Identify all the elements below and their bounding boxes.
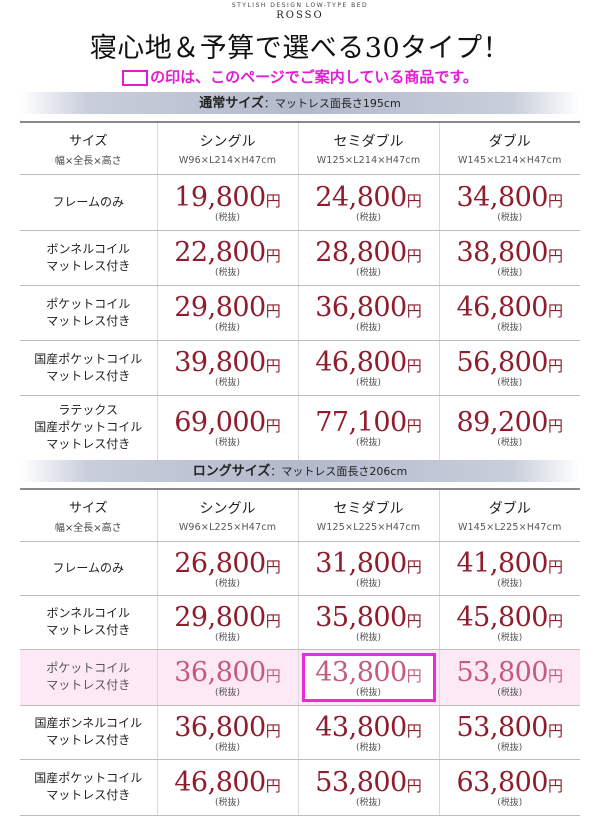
table-row: ボンネルコイル マットレス付き 22,800円 (税抜) 28,800円 (税抜) 3… (20, 230, 580, 286)
col-spec: W125×L225×H47cm (316, 521, 421, 533)
featured-marker (301, 652, 436, 702)
row-label: 国産ボンネルコイル マットレス付き (20, 705, 157, 760)
price-cell: 34,800円 (税抜) (438, 174, 580, 231)
price-cell: 36,800円 (税抜) (156, 705, 298, 760)
price-cell: 29,800円 (税抜) (156, 595, 298, 650)
size-label: サイズ (68, 133, 108, 149)
price-cell: 53,800円 (税抜) (297, 759, 439, 816)
section-band-long: ロングサイズ：マットレス面長さ206cm (20, 460, 580, 482)
brand-tagline: STYLISH DESIGN LOW-TYPE BED (231, 2, 369, 9)
price-cell: 19,800円 (税抜) (156, 174, 298, 231)
notice-text: の印は、このページでご案内している商品です。 (150, 68, 478, 86)
price-cell: 63,800円 (税抜) (438, 759, 580, 816)
col-name: シングル (199, 500, 256, 517)
col-header-single: シングル W96×L225×H47cm (156, 488, 298, 542)
col-header-double: ダブル W145×L214×H47cm (438, 121, 580, 175)
brand-name: ROSSO (276, 10, 324, 21)
price-table-long: サイズ 幅×全長×高さ シングル W96×L225×H47cm セミダブル W1… (20, 488, 580, 816)
price-cell: 53,800円 (税抜) (438, 649, 580, 706)
band-title: 通常サイズ (199, 96, 264, 111)
price-cell: 43,800円 (税抜) (297, 705, 439, 760)
price-cell: 38,800円 (税抜) (438, 230, 580, 286)
notice: の印は、このページでご案内している商品です。 (0, 66, 600, 87)
col-spec: W125×L214×H47cm (316, 154, 421, 166)
page-title: 寝心地＆予算で選べる30タイプ！ (89, 33, 511, 64)
section-band-regular: 通常サイズ：マットレス面長さ195cm (20, 92, 580, 114)
col-spec: W145×L225×H47cm (457, 521, 562, 533)
size-header-cell: サイズ 幅×全長×高さ (20, 121, 157, 175)
size-dims: 幅×全長×高さ (54, 155, 122, 167)
notice-marker-icon (122, 70, 149, 86)
col-name: ダブル (488, 133, 531, 150)
row-label: 国産ポケットコイル マットレス付き (20, 759, 157, 816)
row-label: フレームのみ (20, 541, 157, 596)
price-cell: 29,800円 (税抜) (156, 285, 298, 341)
price-cell: 26,800円 (税抜) (156, 541, 298, 596)
col-name: セミダブル (333, 133, 404, 150)
table-row: フレームのみ 19,800円 (税抜) 24,800円 (税抜) 34,800円 (税… (20, 174, 580, 231)
table-row: 国産ポケットコイル マットレス付き 39,800円 (税抜) 46,800円 (税抜)… (20, 340, 580, 396)
table-row: ボンネルコイル マットレス付き 29,800円 (税抜) 35,800円 (税抜) 4… (20, 595, 580, 650)
size-header-cell: サイズ 幅×全長×高さ (20, 488, 157, 542)
price-cell: 22,800円 (税抜) (156, 230, 298, 286)
band-subtitle: ：マットレス面長さ195cm (263, 97, 401, 110)
col-header-single: シングル W96×L214×H47cm (156, 121, 298, 175)
row-label: 国産ポケットコイル マットレス付き (20, 340, 157, 396)
price-cell: 36,800円 (税抜) (297, 285, 439, 341)
price-table-regular: サイズ 幅×全長×高さ シングル W96×L214×H47cm セミダブル W1… (20, 121, 580, 461)
table-header-row: サイズ 幅×全長×高さ シングル W96×L225×H47cm セミダブル W1… (20, 488, 580, 542)
price-cell: 24,800円 (税抜) (297, 174, 439, 231)
price-cell: 31,800円 (税抜) (297, 541, 439, 596)
col-spec: W145×L214×H47cm (457, 154, 562, 166)
price-cell: 46,800円 (税抜) (438, 285, 580, 341)
price-cell: 41,800円 (税抜) (438, 541, 580, 596)
col-header-semidouble: セミダブル W125×L225×H47cm (297, 488, 439, 542)
price-cell: 45,800円 (税抜) (438, 595, 580, 650)
price-cell: 89,200円 (税抜) (438, 395, 580, 461)
price-cell: 69,000円 (税抜) (156, 395, 298, 461)
price-cell: 39,800円 (税抜) (156, 340, 298, 396)
row-label: ポケットコイル マットレス付き (20, 285, 157, 341)
size-label: サイズ (68, 500, 108, 516)
price-cell: 77,100円 (税抜) (297, 395, 439, 461)
band-subtitle: ：マットレス面長さ206cm (270, 465, 408, 478)
band-title: ロングサイズ (192, 464, 271, 479)
col-header-double: ダブル W145×L225×H47cm (438, 488, 580, 542)
table-row: 国産ポケットコイル マットレス付き 46,800円 (税抜) 53,800円 (税抜)… (20, 759, 580, 816)
row-label: フレームのみ (20, 174, 157, 231)
table-row-featured: ポケットコイル マットレス付き 36,800円 (税抜) 43,800円 (税抜) 5… (20, 649, 580, 706)
col-spec: W96×L225×H47cm (178, 521, 277, 533)
price-cell: 46,800円 (税抜) (297, 340, 439, 396)
table-row: フレームのみ 26,800円 (税抜) 31,800円 (税抜) 41,800円 (税… (20, 541, 580, 596)
row-label: ボンネルコイル マットレス付き (20, 595, 157, 650)
table-row: ポケットコイル マットレス付き 29,800円 (税抜) 36,800円 (税抜) 4… (20, 285, 580, 341)
price-cell: 35,800円 (税抜) (297, 595, 439, 650)
price-cell: 56,800円 (税抜) (438, 340, 580, 396)
size-dims: 幅×全長×高さ (54, 522, 122, 534)
price-cell: 36,800円 (税抜) (156, 649, 298, 706)
row-label: ラテックス 国産ポケットコイル マットレス付き (20, 395, 157, 461)
price-cell: 28,800円 (税抜) (297, 230, 439, 286)
price-cell: 53,800円 (税抜) (438, 705, 580, 760)
col-spec: W96×L214×H47cm (178, 154, 277, 166)
row-label: ボンネルコイル マットレス付き (20, 230, 157, 286)
col-name: ダブル (488, 500, 531, 517)
table-row: 国産ボンネルコイル マットレス付き 36,800円 (税抜) 43,800円 (税抜)… (20, 705, 580, 760)
col-header-semidouble: セミダブル W125×L214×H47cm (297, 121, 439, 175)
col-name: シングル (199, 133, 256, 150)
price-cell: 46,800円 (税抜) (156, 759, 298, 816)
price-cell-featured: 43,800円 (税抜) (297, 649, 439, 706)
table-row: ラテックス 国産ポケットコイル マットレス付き 69,000円 (税抜) 77,100… (20, 395, 580, 461)
table-header-row: サイズ 幅×全長×高さ シングル W96×L214×H47cm セミダブル W1… (20, 121, 580, 175)
col-name: セミダブル (333, 500, 404, 517)
row-label: ポケットコイル マットレス付き (20, 649, 157, 706)
